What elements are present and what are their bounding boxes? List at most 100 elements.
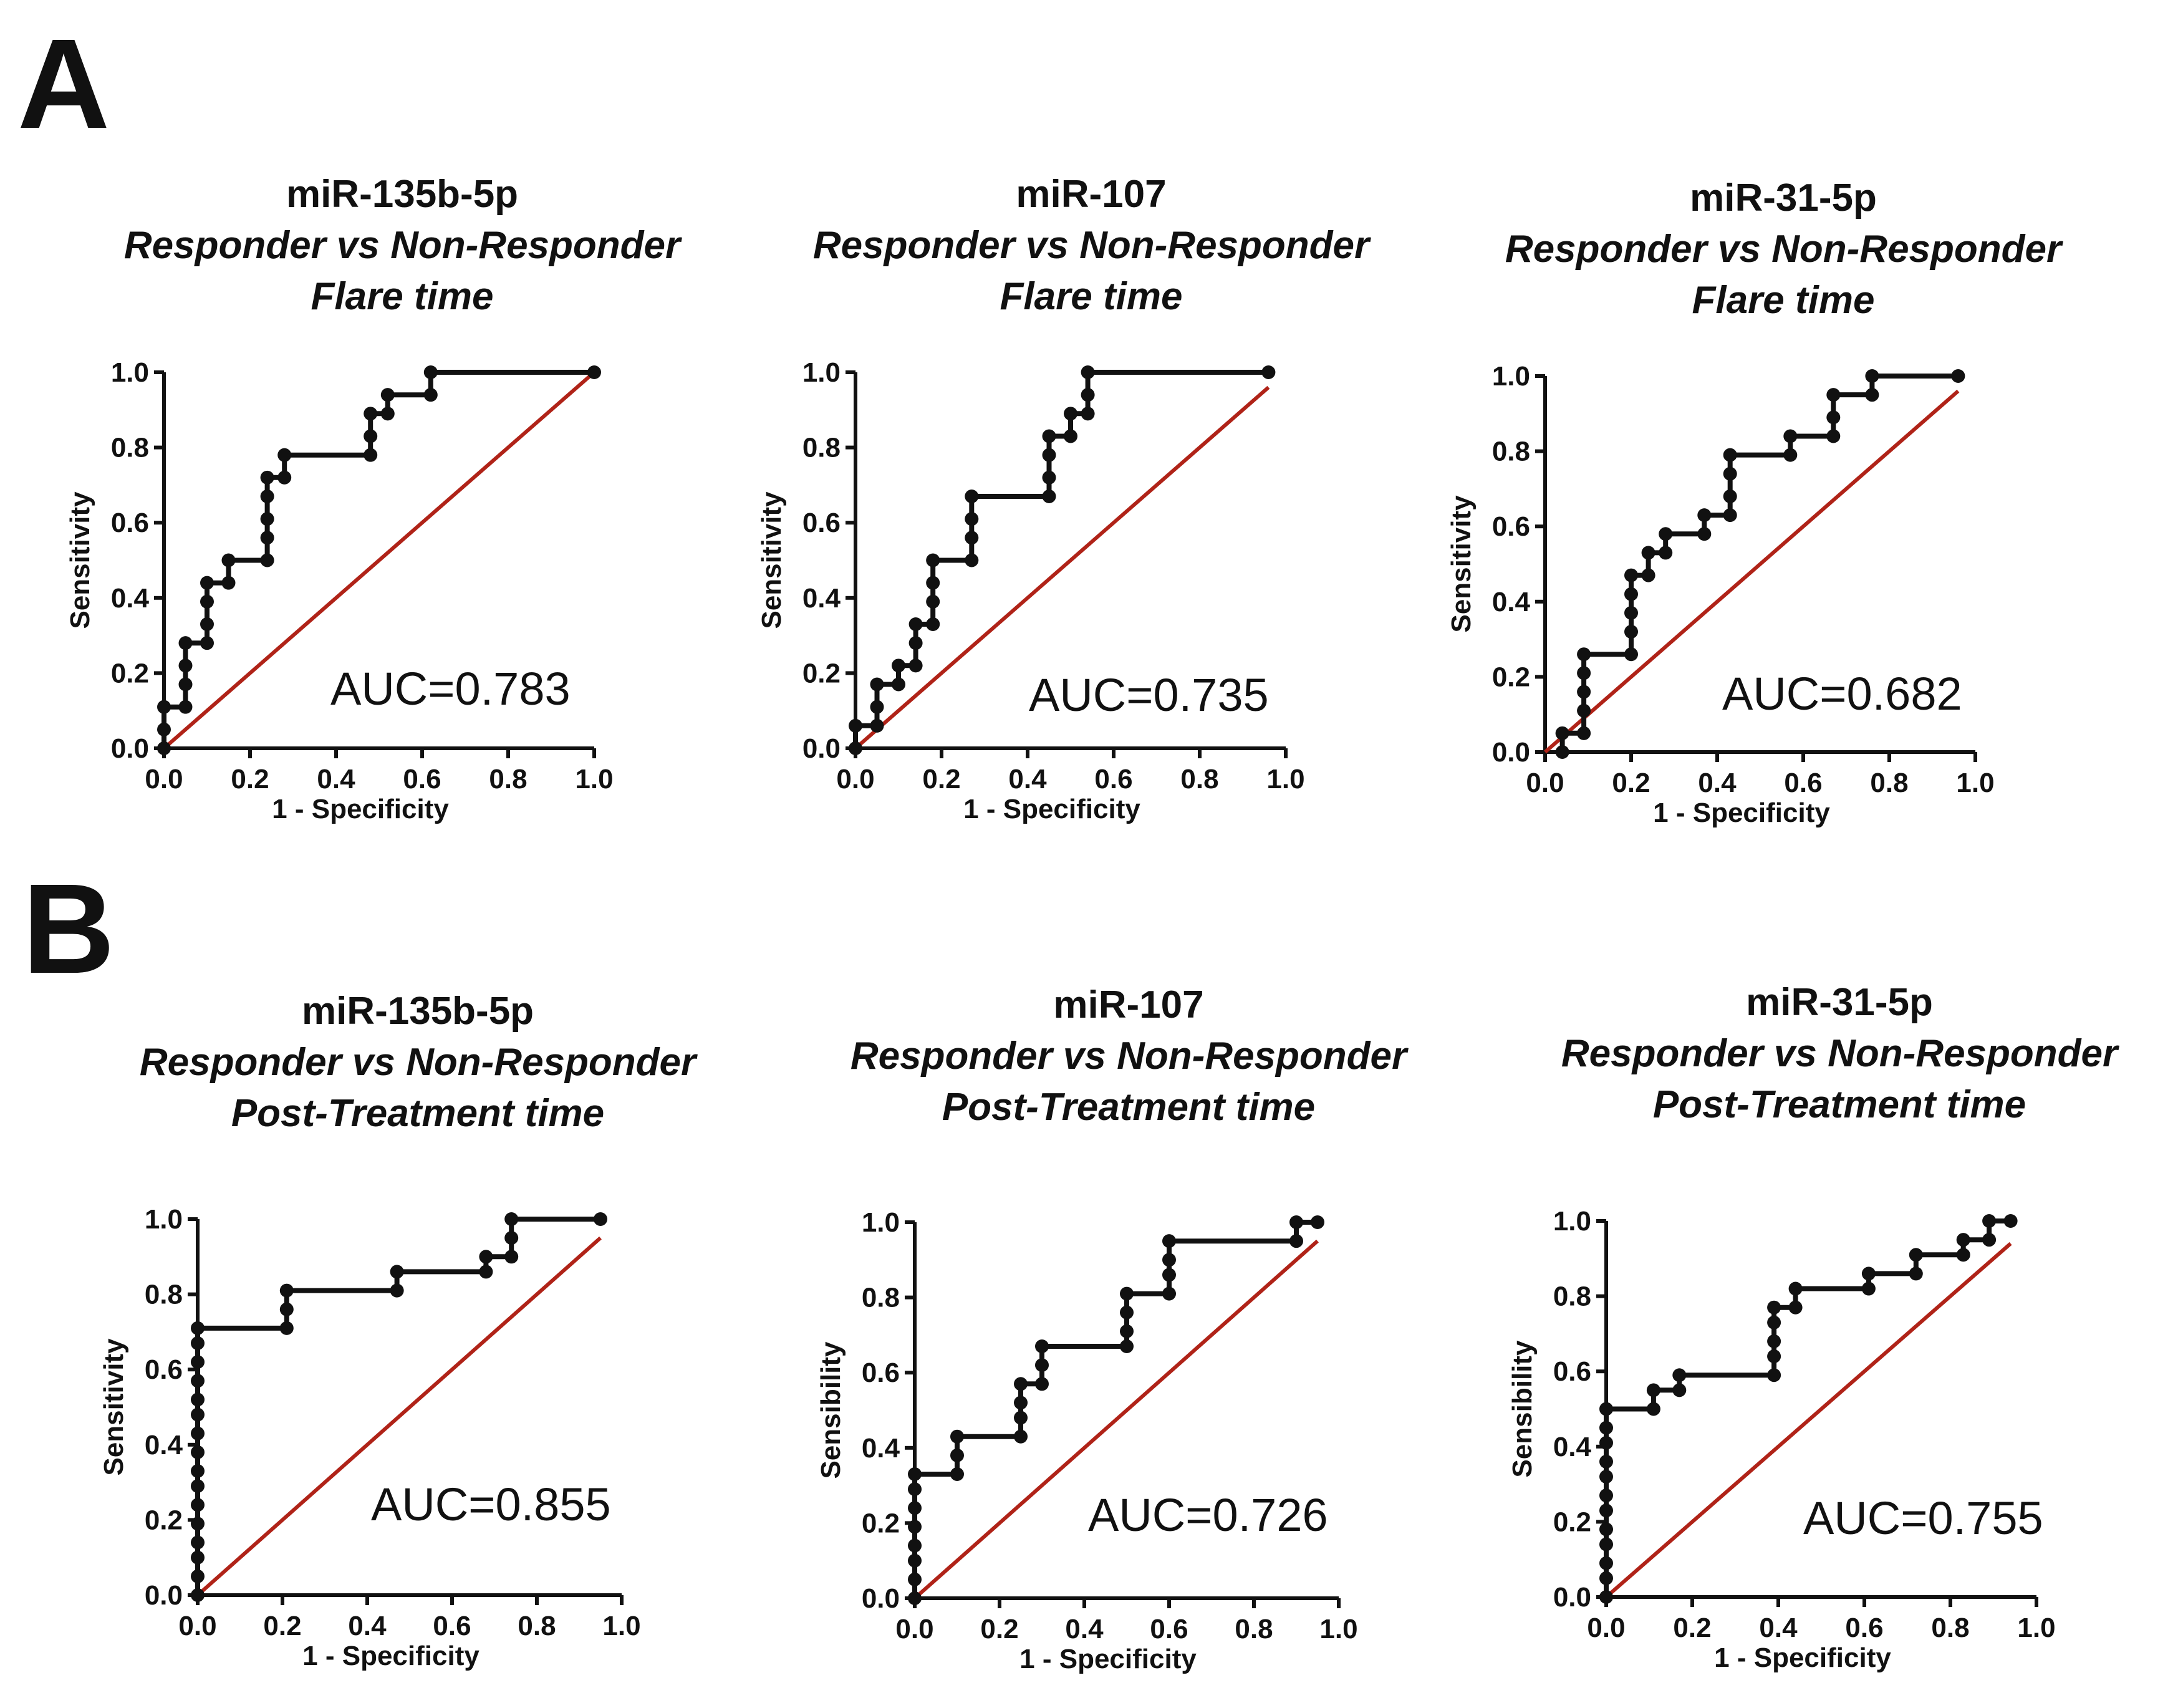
roc-point [200, 617, 214, 632]
chart-subtitle-time: Post-Treatment time [231, 1092, 604, 1135]
roc-point [279, 1283, 294, 1298]
roc-point [1767, 1349, 1781, 1364]
roc-point [965, 531, 979, 545]
roc-point [1599, 1470, 1613, 1484]
y-tick-label: 0.6 [111, 508, 149, 538]
y-axis-label: Sensibility [1507, 1340, 1538, 1478]
roc-point [1951, 369, 1965, 383]
roc-point [965, 553, 979, 567]
roc-point [1081, 388, 1095, 402]
roc-point [1624, 587, 1638, 601]
roc-point [1865, 388, 1879, 402]
roc-point [1723, 448, 1737, 462]
roc-chart-2: miR-107 Responder vs Non-Responder Flare t… [756, 173, 1371, 824]
roc-point [380, 388, 395, 402]
y-tick-label: 0.4 [802, 583, 841, 614]
roc-point [1599, 1488, 1613, 1503]
reference-line [196, 1236, 602, 1597]
x-tick-label: 0.0 [1526, 768, 1564, 798]
x-tick-label: 0.0 [1587, 1613, 1625, 1643]
roc-point [926, 553, 940, 567]
roc-point [191, 1588, 205, 1602]
x-tick-label: 1.0 [1266, 764, 1304, 794]
roc-point [191, 1374, 205, 1388]
roc-point [390, 1265, 404, 1279]
chart-title: miR-107 [1053, 983, 1203, 1026]
y-tick-label: 0.0 [802, 733, 841, 764]
roc-point [1599, 1402, 1613, 1416]
roc-point [1014, 1429, 1028, 1444]
roc-point [260, 512, 274, 526]
roc-point [926, 617, 940, 632]
roc-point [364, 448, 378, 462]
x-tick-label: 0.6 [1094, 764, 1132, 794]
y-tick-label: 0.0 [1492, 737, 1530, 768]
x-axis-label: 1 - Specificity [1019, 1644, 1197, 1674]
roc-point [1697, 527, 1712, 541]
x-tick-label: 0.8 [489, 764, 527, 794]
y-axis-label: Sensitivity [1446, 495, 1477, 633]
roc-point [587, 365, 601, 379]
roc-point [1956, 1248, 1970, 1262]
roc-point [1599, 1556, 1613, 1570]
y-tick-label: 0.8 [145, 1280, 183, 1310]
roc-point [364, 407, 378, 421]
roc-point [1826, 388, 1841, 402]
y-tick-label: 0.2 [1492, 662, 1530, 692]
x-tick-label: 0.2 [980, 1614, 1018, 1644]
roc-point [191, 1355, 205, 1369]
roc-point [191, 1498, 205, 1512]
x-tick-label: 0.4 [1065, 1614, 1104, 1644]
roc-point [965, 512, 979, 526]
roc-point [950, 1429, 964, 1444]
roc-point [260, 553, 274, 567]
chart-subtitle-time: Post-Treatment time [942, 1086, 1315, 1129]
roc-point [191, 1426, 205, 1440]
roc-point [1555, 726, 1569, 740]
roc-point [908, 1520, 922, 1534]
x-tick-label: 1.0 [1956, 768, 1994, 798]
roc-point [892, 677, 905, 692]
roc-curve [853, 370, 1269, 748]
roc-point [277, 470, 292, 485]
roc-curve [912, 1220, 1318, 1598]
auc-annotation: AUC=0.726 [1088, 1489, 1328, 1541]
chart-title: miR-31-5p [1690, 176, 1877, 220]
roc-chart-4: miR-135b-5p Responder vs Non-Responder Pos… [99, 990, 698, 1671]
roc-point [1624, 625, 1638, 639]
roc-point [1723, 466, 1737, 481]
roc-point [191, 1479, 205, 1493]
roc-point [279, 1321, 294, 1335]
x-tick-label: 0.4 [317, 764, 355, 794]
y-tick-label: 0.2 [145, 1505, 183, 1535]
roc-point [908, 617, 923, 632]
chart-subtitle-comparison: Responder vs Non-Responder [1561, 1032, 2119, 1075]
roc-point [1861, 1281, 1876, 1296]
panel-letter-b: B [22, 857, 115, 1000]
roc-point [1599, 1522, 1613, 1537]
roc-point [1767, 1368, 1781, 1382]
roc-point [1064, 429, 1077, 443]
y-tick-label: 0.0 [145, 1580, 183, 1611]
reference-line [163, 370, 595, 750]
roc-point [191, 1392, 205, 1407]
y-tick-label: 0.4 [1553, 1432, 1592, 1462]
x-axis-label: 1 - Specificity [1714, 1643, 1891, 1673]
y-tick-label: 0.8 [111, 433, 149, 463]
x-tick-label: 0.4 [1008, 764, 1047, 794]
roc-point [1624, 647, 1638, 662]
roc-point [908, 1538, 922, 1553]
reference-line [854, 385, 1270, 750]
x-axis-label: 1 - Specificity [302, 1641, 479, 1671]
roc-point [200, 636, 214, 650]
roc-point [870, 718, 884, 733]
x-tick-label: 0.4 [348, 1611, 387, 1641]
roc-point [423, 365, 438, 379]
roc-point [390, 1283, 404, 1298]
roc-point [1865, 369, 1879, 383]
y-tick-label: 1.0 [145, 1204, 183, 1235]
roc-point [965, 489, 979, 503]
chart-subtitle-time: Post-Treatment time [1653, 1083, 2026, 1126]
reference-line [913, 1239, 1319, 1600]
roc-point [1599, 1590, 1613, 1604]
